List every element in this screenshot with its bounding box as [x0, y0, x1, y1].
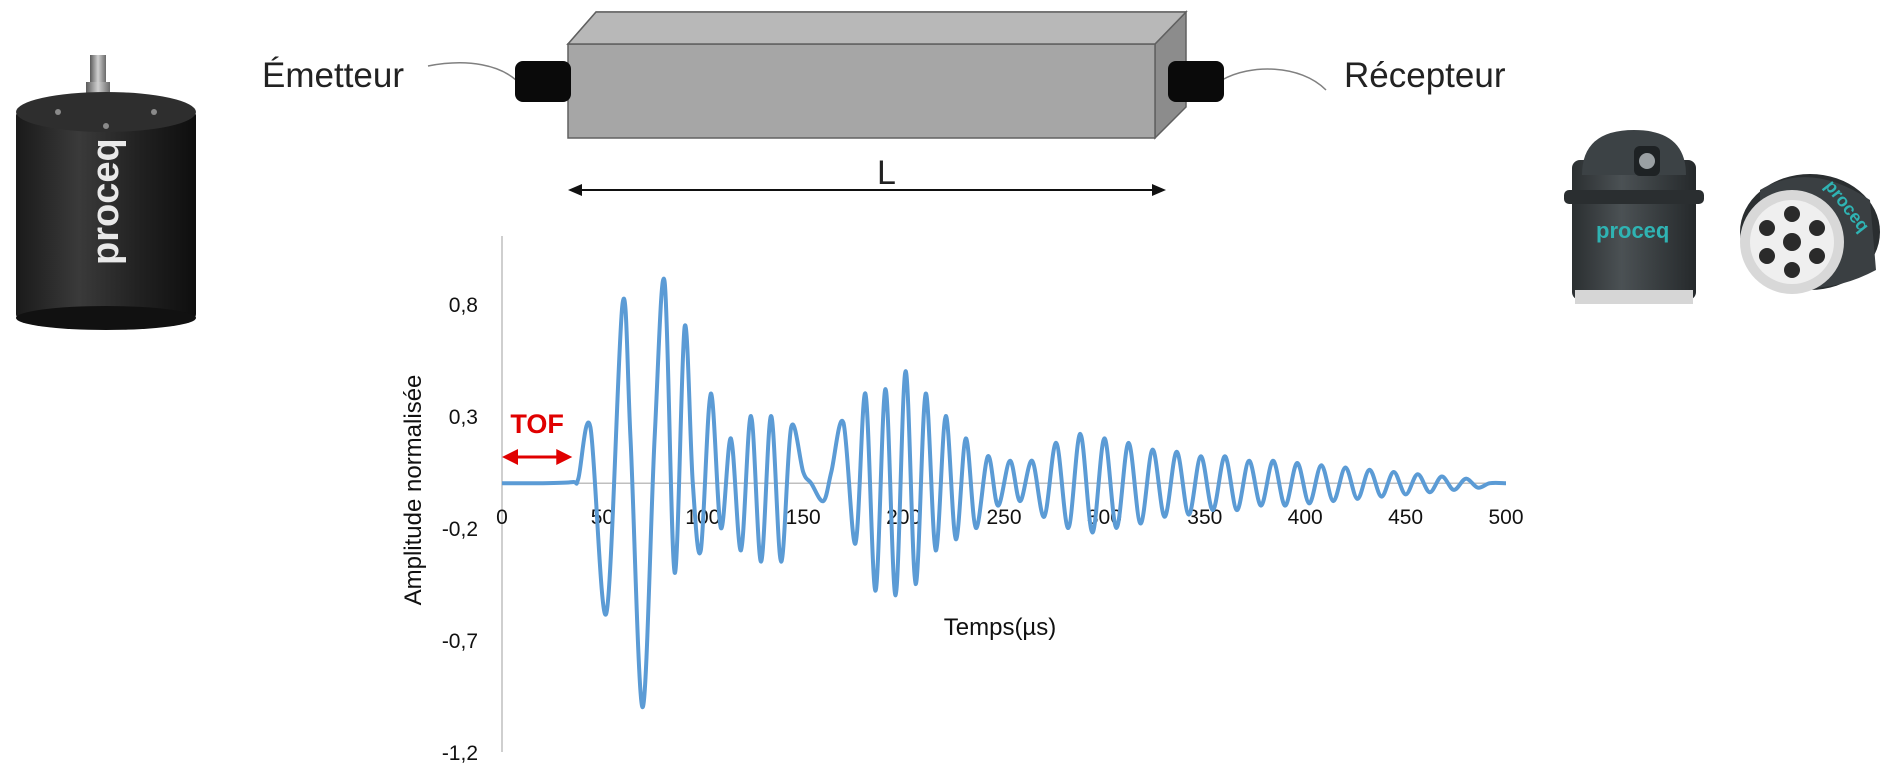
emitter-label: Émetteur	[262, 56, 404, 95]
beam-top-edge	[566, 11, 1188, 45]
tof-arrow-head-right	[556, 449, 573, 465]
y-tick-label: -1,2	[442, 742, 478, 764]
x-tick-label: 450	[1388, 506, 1423, 529]
receiver-cable	[1221, 68, 1327, 91]
length-label: L	[877, 154, 896, 192]
right-transducer-1-brand: proceq	[1596, 218, 1669, 243]
right-transducer-image-2: proceq	[1740, 174, 1880, 294]
emitter-transducer	[515, 61, 571, 102]
x-tick-label: 0	[496, 506, 508, 529]
tof-label: TOF	[510, 409, 564, 439]
emitter-label-group: Émetteur	[262, 56, 404, 95]
tof-arrow-head-left	[502, 449, 518, 465]
receiver-label: Récepteur	[1344, 56, 1506, 95]
x-tick-label: 500	[1488, 506, 1523, 529]
y-tick-label: 0,3	[449, 406, 478, 429]
y-tick-label: -0,7	[442, 630, 478, 653]
y-tick-labels: 0,8 0,3 -0,2 -0,7 -1,2	[442, 294, 478, 764]
y-axis-label: Amplitude normalisée	[400, 375, 427, 606]
test-beam	[566, 10, 1188, 140]
waveform-chart: 0,80,3-0,2-0,7-1,2 0 50 100 150 200 250 300 350…	[400, 236, 1524, 764]
receiver-transducer	[1168, 61, 1224, 102]
waveform-series-line	[501, 276, 1507, 710]
x-tick-label: 250	[986, 506, 1021, 529]
x-tick-labels: 0 50 100 150 200 250 300 350 400 450 500	[496, 506, 1523, 529]
beam-front-face	[567, 43, 1156, 139]
x-tick-label: 150	[786, 506, 821, 529]
y-tick-label: -0,2	[442, 518, 478, 541]
left-transducer-brand: proceq	[85, 138, 127, 265]
left-transducer-image: proceq	[16, 55, 196, 330]
right-transducer-image-1: proceq	[1564, 130, 1704, 304]
x-tick-label: 400	[1288, 506, 1323, 529]
tof-annotation: TOF	[502, 409, 573, 465]
y-tick-label: 0,8	[449, 294, 478, 317]
emitter-cable	[427, 62, 517, 81]
length-dimension: L	[568, 154, 1166, 196]
x-axis-label: Temps(µs)	[944, 614, 1057, 641]
